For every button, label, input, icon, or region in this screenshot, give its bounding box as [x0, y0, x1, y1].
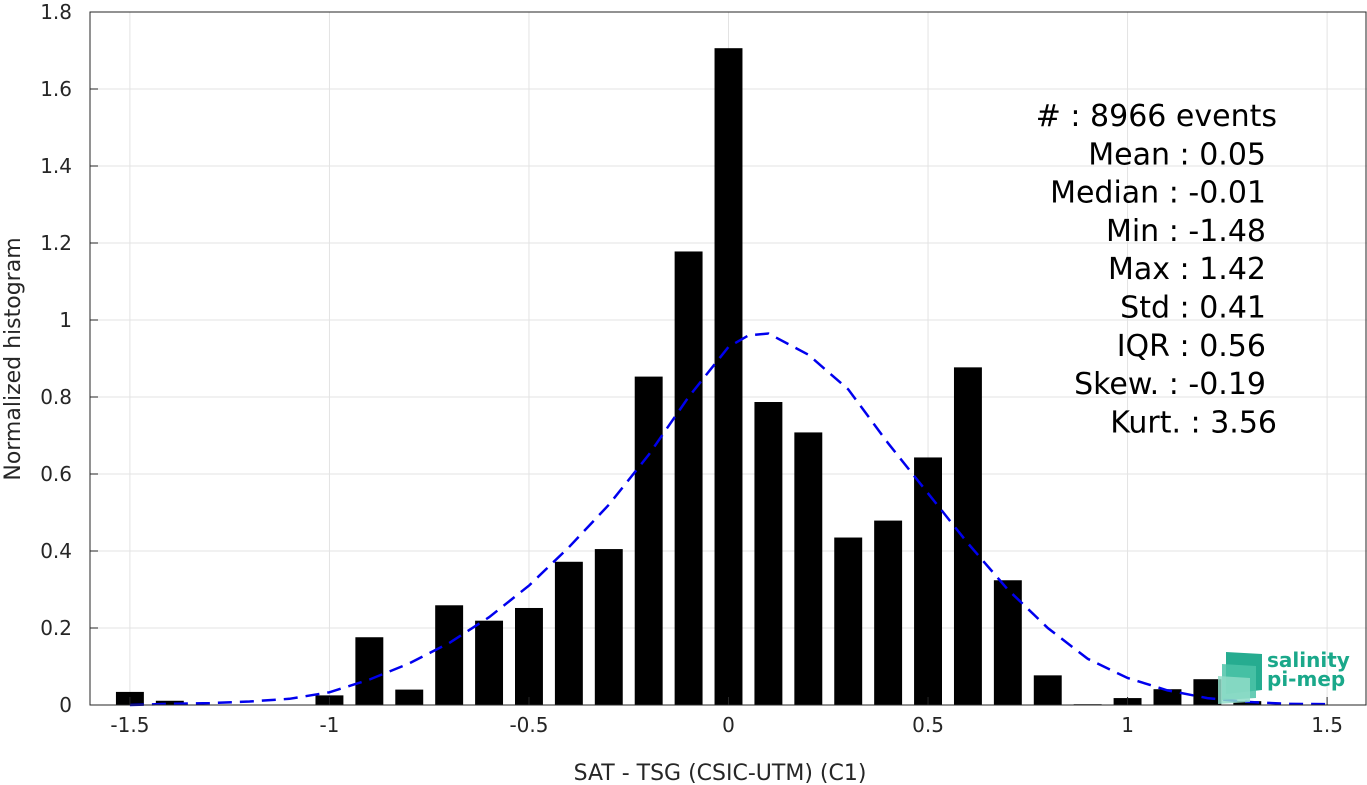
x-axis-ticks: -1.5 -1 -0.5 0 0.5 1 1.5: [110, 697, 1343, 737]
histogram-bar: [953, 367, 982, 705]
histogram-bar: [674, 251, 703, 705]
logo-wave-icon: [1218, 652, 1262, 704]
stats-line: Max : 1.42: [1108, 252, 1266, 287]
x-tick-label: 1: [1121, 713, 1134, 737]
stats-line: Min : -1.48: [1106, 214, 1266, 249]
y-tick-label: 1.8: [40, 0, 72, 24]
stats-line: Mean : 0.05: [1088, 137, 1266, 172]
y-tick-label: 0.8: [40, 385, 72, 409]
histogram-bar: [914, 457, 942, 705]
stats-line: # : 8966 events: [1036, 99, 1277, 134]
histogram-bar: [1153, 689, 1182, 705]
histogram-bar: [634, 376, 663, 705]
x-tick-label: -1: [319, 713, 339, 737]
x-tick-label: 0: [722, 713, 735, 737]
histogram-bar: [515, 607, 543, 705]
histogram-bar: [554, 561, 583, 705]
stats-line: Std : 0.41: [1120, 291, 1266, 326]
y-tick-label: 0.4: [40, 539, 72, 563]
y-tick-label: 0.2: [40, 616, 72, 640]
histogram-bar: [155, 700, 184, 705]
histogram-bars: [115, 48, 1262, 705]
histogram-bar: [1033, 675, 1062, 705]
normal-fit-curve: [129, 332, 1328, 707]
y-tick-label: 1.2: [40, 231, 72, 255]
stats-line: Kurt. : 3.56: [1110, 405, 1277, 440]
histogram-bar: [794, 432, 823, 705]
x-tick-label: -0.5: [509, 713, 548, 737]
y-tick-label: 1.4: [40, 154, 72, 178]
histogram-bar: [1193, 679, 1222, 705]
y-tick-label: 0.6: [40, 462, 72, 486]
histogram-bar: [993, 580, 1022, 705]
histogram-bar: [714, 48, 743, 705]
histogram-bar: [395, 689, 424, 705]
histogram-bar: [355, 637, 384, 705]
y-tick-label: 0: [59, 693, 72, 717]
x-tick-label: 1.5: [1311, 713, 1343, 737]
y-tick-label: 1: [59, 308, 72, 332]
salinity-pi-mep-logo: salinity pi-mep: [1218, 648, 1350, 704]
x-axis-label: SAT - TSG (CSIC-UTM) (C1): [574, 761, 867, 785]
x-tick-label: 0.5: [912, 713, 944, 737]
y-axis-ticks: 0 0.2 0.4 0.6 0.8 1 1.2 1.4 1.6 1.8: [40, 0, 98, 717]
histogram-bar: [475, 620, 504, 705]
histogram-bar: [594, 549, 623, 705]
histogram-bar: [834, 537, 863, 705]
histogram-bar: [874, 520, 903, 705]
y-axis-label: Normalized histogram: [1, 237, 26, 480]
y-tick-label: 1.6: [40, 77, 72, 101]
logo-text-pi-mep: pi-mep: [1267, 667, 1345, 691]
x-tick-label: -1.5: [110, 713, 149, 737]
stats-line: IQR : 0.56: [1117, 329, 1266, 364]
histogram-bar: [435, 605, 464, 705]
logo-text-salinity: salinity: [1267, 648, 1350, 672]
stats-line: Skew. : -0.19: [1074, 367, 1266, 402]
stats-line: Median : -0.01: [1050, 176, 1266, 211]
histogram-bar: [754, 402, 783, 705]
